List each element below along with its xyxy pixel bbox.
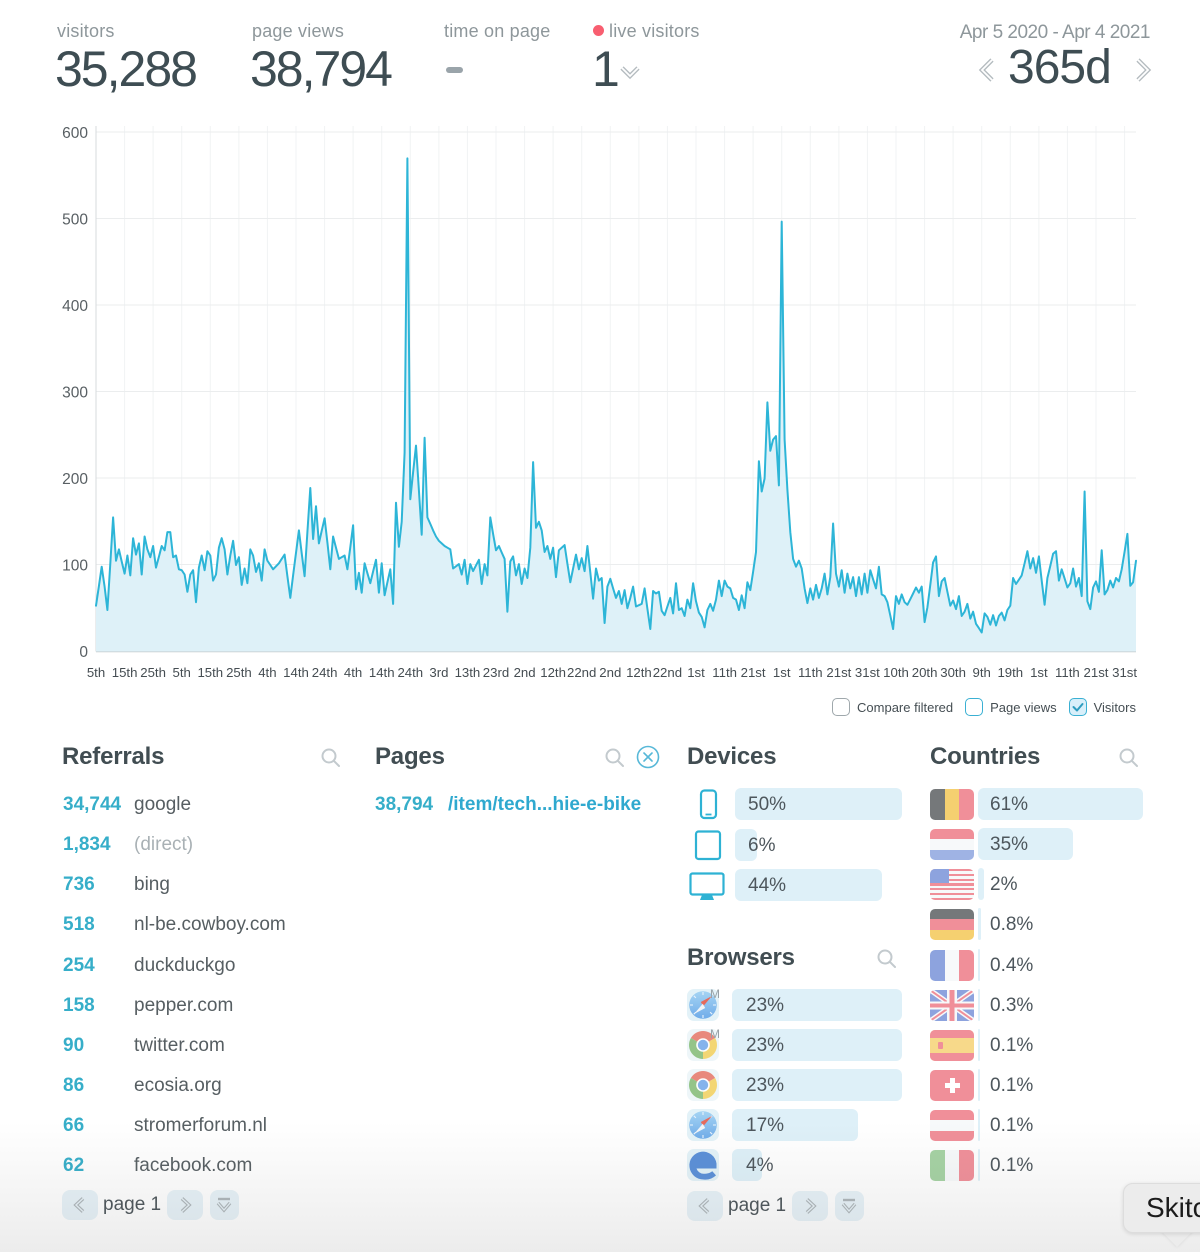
svg-text:2nd: 2nd [599, 665, 621, 680]
svg-text:600: 600 [62, 125, 88, 142]
svg-text:500: 500 [62, 212, 88, 229]
svg-text:5th: 5th [87, 665, 105, 680]
svg-text:19th: 19th [997, 665, 1023, 680]
svg-text:23rd: 23rd [483, 665, 509, 680]
svg-text:21st: 21st [826, 665, 851, 680]
svg-text:21st: 21st [741, 665, 766, 680]
svg-text:10th: 10th [883, 665, 909, 680]
svg-text:25th: 25th [140, 665, 166, 680]
svg-text:15th: 15th [197, 665, 223, 680]
svg-text:4th: 4th [258, 665, 276, 680]
svg-text:22nd: 22nd [653, 665, 682, 680]
svg-text:11th: 11th [798, 665, 823, 680]
svg-text:4th: 4th [344, 665, 362, 680]
svg-text:3rd: 3rd [429, 665, 448, 680]
svg-text:14th: 14th [369, 665, 395, 680]
svg-text:100: 100 [62, 558, 88, 575]
svg-text:11th: 11th [712, 665, 737, 680]
svg-text:21st: 21st [1084, 665, 1109, 680]
svg-text:31st: 31st [1112, 665, 1137, 680]
svg-text:13th: 13th [455, 665, 481, 680]
svg-text:9th: 9th [973, 665, 991, 680]
svg-text:15th: 15th [112, 665, 138, 680]
svg-text:24th: 24th [312, 665, 338, 680]
svg-text:1st: 1st [1030, 665, 1048, 680]
svg-text:12th: 12th [626, 665, 652, 680]
svg-text:22nd: 22nd [567, 665, 596, 680]
svg-text:25th: 25th [226, 665, 252, 680]
svg-text:30th: 30th [940, 665, 966, 680]
svg-text:1st: 1st [687, 665, 705, 680]
svg-text:31st: 31st [855, 665, 880, 680]
svg-text:200: 200 [62, 471, 88, 488]
svg-text:11th: 11th [1055, 665, 1080, 680]
svg-text:20th: 20th [912, 665, 938, 680]
svg-text:1st: 1st [773, 665, 791, 680]
svg-text:12th: 12th [540, 665, 566, 680]
svg-text:0: 0 [79, 644, 88, 661]
svg-text:14th: 14th [283, 665, 309, 680]
svg-text:400: 400 [62, 298, 88, 315]
svg-text:24th: 24th [397, 665, 423, 680]
svg-text:300: 300 [62, 385, 88, 402]
svg-text:5th: 5th [173, 665, 191, 680]
svg-text:2nd: 2nd [514, 665, 536, 680]
